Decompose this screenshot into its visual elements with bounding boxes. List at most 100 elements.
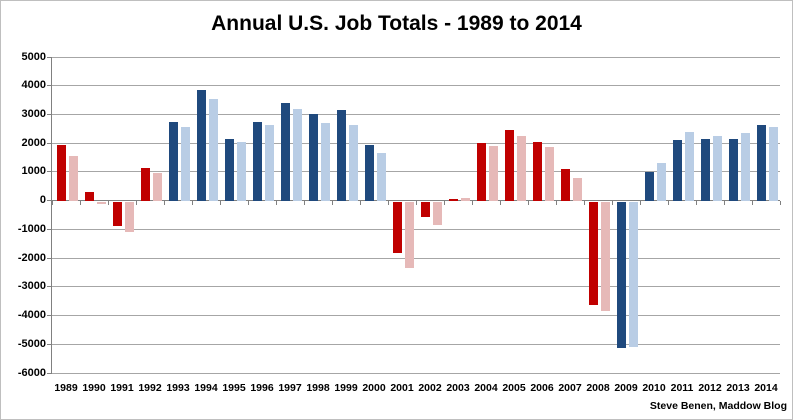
bar-2003-light xyxy=(461,197,470,201)
x-axis-label: 2014 xyxy=(754,382,778,394)
bar-1996-dark xyxy=(253,121,262,201)
y-axis-label: 3000 xyxy=(21,107,46,120)
bar-2005-light xyxy=(517,136,526,201)
bar-1996-light xyxy=(265,124,274,201)
x-axis-label: 2005 xyxy=(502,382,526,394)
x-axis-label: 2002 xyxy=(418,382,442,394)
bar-2011-dark xyxy=(673,140,682,201)
bar-2001-dark xyxy=(393,201,402,254)
bar-2006-dark xyxy=(533,141,542,201)
bar-2009-dark xyxy=(617,201,626,349)
x-axis-tick xyxy=(751,200,753,205)
y-axis-tick xyxy=(47,113,52,115)
y-axis-tick xyxy=(47,171,52,173)
bar-2014-light xyxy=(769,127,778,201)
gridline xyxy=(52,315,780,317)
x-axis-label: 1995 xyxy=(222,382,246,394)
y-axis-label: -2000 xyxy=(17,251,46,264)
bar-2008-dark xyxy=(589,201,598,306)
bar-1993-dark xyxy=(169,121,178,201)
y-axis-tick xyxy=(47,56,52,58)
x-axis-label: 1994 xyxy=(194,382,218,394)
bar-1995-light xyxy=(237,141,246,201)
x-axis-tick xyxy=(79,200,81,205)
gridline xyxy=(52,286,780,288)
bar-1992-light xyxy=(153,173,162,201)
gridline xyxy=(52,113,780,115)
bar-2012-dark xyxy=(701,138,710,201)
bar-2008-light xyxy=(601,201,610,311)
x-axis-label: 1998 xyxy=(306,382,330,394)
y-axis-label: -6000 xyxy=(17,366,46,379)
x-axis-label: 2000 xyxy=(362,382,386,394)
x-axis-tick xyxy=(247,200,249,205)
x-axis-label: 1990 xyxy=(82,382,106,394)
x-axis-label: 2001 xyxy=(390,382,414,394)
x-axis-tick xyxy=(583,200,585,205)
bar-1993-light xyxy=(181,127,190,201)
x-axis-tick xyxy=(303,200,305,205)
y-axis-label: 5000 xyxy=(21,50,46,63)
gridline xyxy=(52,171,780,173)
x-axis-tick xyxy=(415,200,417,205)
bar-2003-dark xyxy=(449,199,458,201)
x-axis-tick xyxy=(611,200,613,205)
bar-1999-light xyxy=(349,124,358,201)
x-axis-tick xyxy=(107,200,109,205)
x-axis-tick xyxy=(667,200,669,205)
y-axis-tick xyxy=(47,315,52,317)
bar-2011-light xyxy=(685,131,694,201)
bar-2004-light xyxy=(489,146,498,201)
y-axis-label: -1000 xyxy=(17,222,46,235)
x-axis-label: 2004 xyxy=(474,382,498,394)
bar-2007-dark xyxy=(561,169,570,201)
y-axis-label: -4000 xyxy=(17,309,46,322)
bar-1997-dark xyxy=(281,102,290,201)
x-axis-label: 2006 xyxy=(530,382,554,394)
x-axis-label: 2013 xyxy=(726,382,750,394)
chart-title: Annual U.S. Job Totals - 1989 to 2014 xyxy=(211,12,582,35)
y-axis-label: 0 xyxy=(39,194,46,207)
bar-2004-dark xyxy=(477,143,486,201)
x-axis-tick xyxy=(471,200,473,205)
x-axis-label: 1989 xyxy=(54,382,78,394)
y-axis-label: 1000 xyxy=(21,165,46,178)
x-axis-tick xyxy=(275,200,277,205)
bar-1989-dark xyxy=(57,144,66,201)
bar-2005-dark xyxy=(505,130,514,201)
bar-2002-dark xyxy=(421,201,430,218)
x-axis-tick xyxy=(163,200,165,205)
y-axis-line xyxy=(51,57,52,374)
x-axis-tick xyxy=(695,200,697,205)
bar-2006-light xyxy=(545,147,554,201)
bar-1991-light xyxy=(125,201,134,232)
y-axis-tick xyxy=(47,228,52,230)
bar-2010-light xyxy=(657,163,666,201)
gridline xyxy=(52,56,780,58)
bar-2012-light xyxy=(713,136,722,201)
bar-1998-light xyxy=(321,123,330,201)
gridline xyxy=(52,343,780,345)
x-axis-tick xyxy=(51,200,53,205)
bar-1991-dark xyxy=(113,201,122,227)
bar-2013-dark xyxy=(729,138,738,201)
y-axis-tick xyxy=(47,372,52,374)
x-axis-label: 2011 xyxy=(670,382,694,394)
x-axis-tick xyxy=(387,200,389,205)
bar-1994-dark xyxy=(197,90,206,201)
bar-2007-light xyxy=(573,177,582,201)
bar-2000-dark xyxy=(365,144,374,201)
bar-2000-light xyxy=(377,153,386,201)
x-axis-tick xyxy=(359,200,361,205)
bar-1992-dark xyxy=(141,167,150,201)
bar-2009-light xyxy=(629,201,638,347)
x-axis-label: 1993 xyxy=(166,382,190,394)
bar-1990-dark xyxy=(85,192,94,201)
gridline xyxy=(52,257,780,259)
x-axis-tick xyxy=(555,200,557,205)
x-axis-tick xyxy=(527,200,529,205)
x-axis-label: 2003 xyxy=(446,382,470,394)
x-axis-label: 2009 xyxy=(614,382,638,394)
y-axis-label: -3000 xyxy=(17,280,46,293)
